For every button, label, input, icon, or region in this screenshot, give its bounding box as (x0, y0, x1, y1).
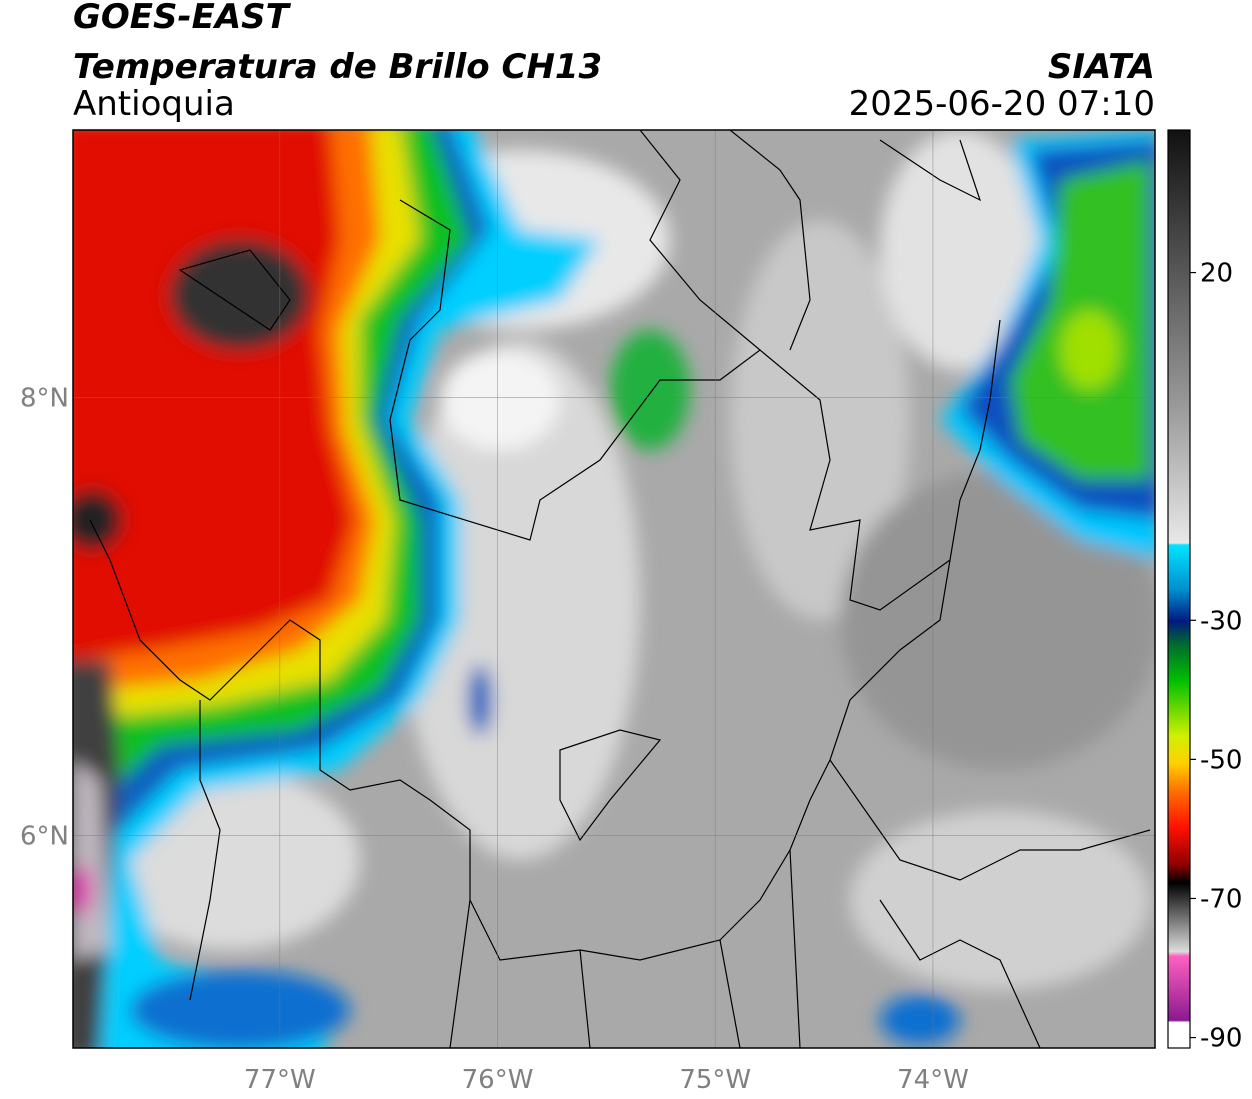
lat-label: 6°N (20, 821, 69, 851)
subtitle: Temperatura de Brillo CH13 (73, 47, 602, 87)
graticule (73, 130, 1155, 1048)
region: Antioquia (73, 84, 235, 124)
map-frame (72, 129, 1156, 1049)
lon-label: 74°W (897, 1065, 969, 1095)
lon-label: 75°W (679, 1065, 751, 1095)
lat-label: 8°N (20, 383, 69, 413)
colorbar-tick-label: 20 (1200, 259, 1233, 289)
colorbar-tick-label: -70 (1200, 884, 1242, 914)
lon-label: 76°W (462, 1065, 534, 1095)
satellite-image (73, 130, 1155, 1048)
borders (89, 130, 1151, 1048)
colorbar-tick-label: -30 (1200, 606, 1242, 636)
colorbar-tick-label: -90 (1200, 1024, 1242, 1054)
colorbar-ticks: 20 -30 -50 -70 -90 (1190, 259, 1242, 1054)
datetime: 2025-06-20 07:10 (849, 84, 1155, 124)
lon-label: 77°W (244, 1065, 316, 1095)
source: SIATA (1048, 47, 1155, 87)
title: GOES-EAST (73, 0, 292, 37)
colorbar-tick-label: -50 (1200, 745, 1242, 775)
colorbar (1167, 129, 1191, 1049)
